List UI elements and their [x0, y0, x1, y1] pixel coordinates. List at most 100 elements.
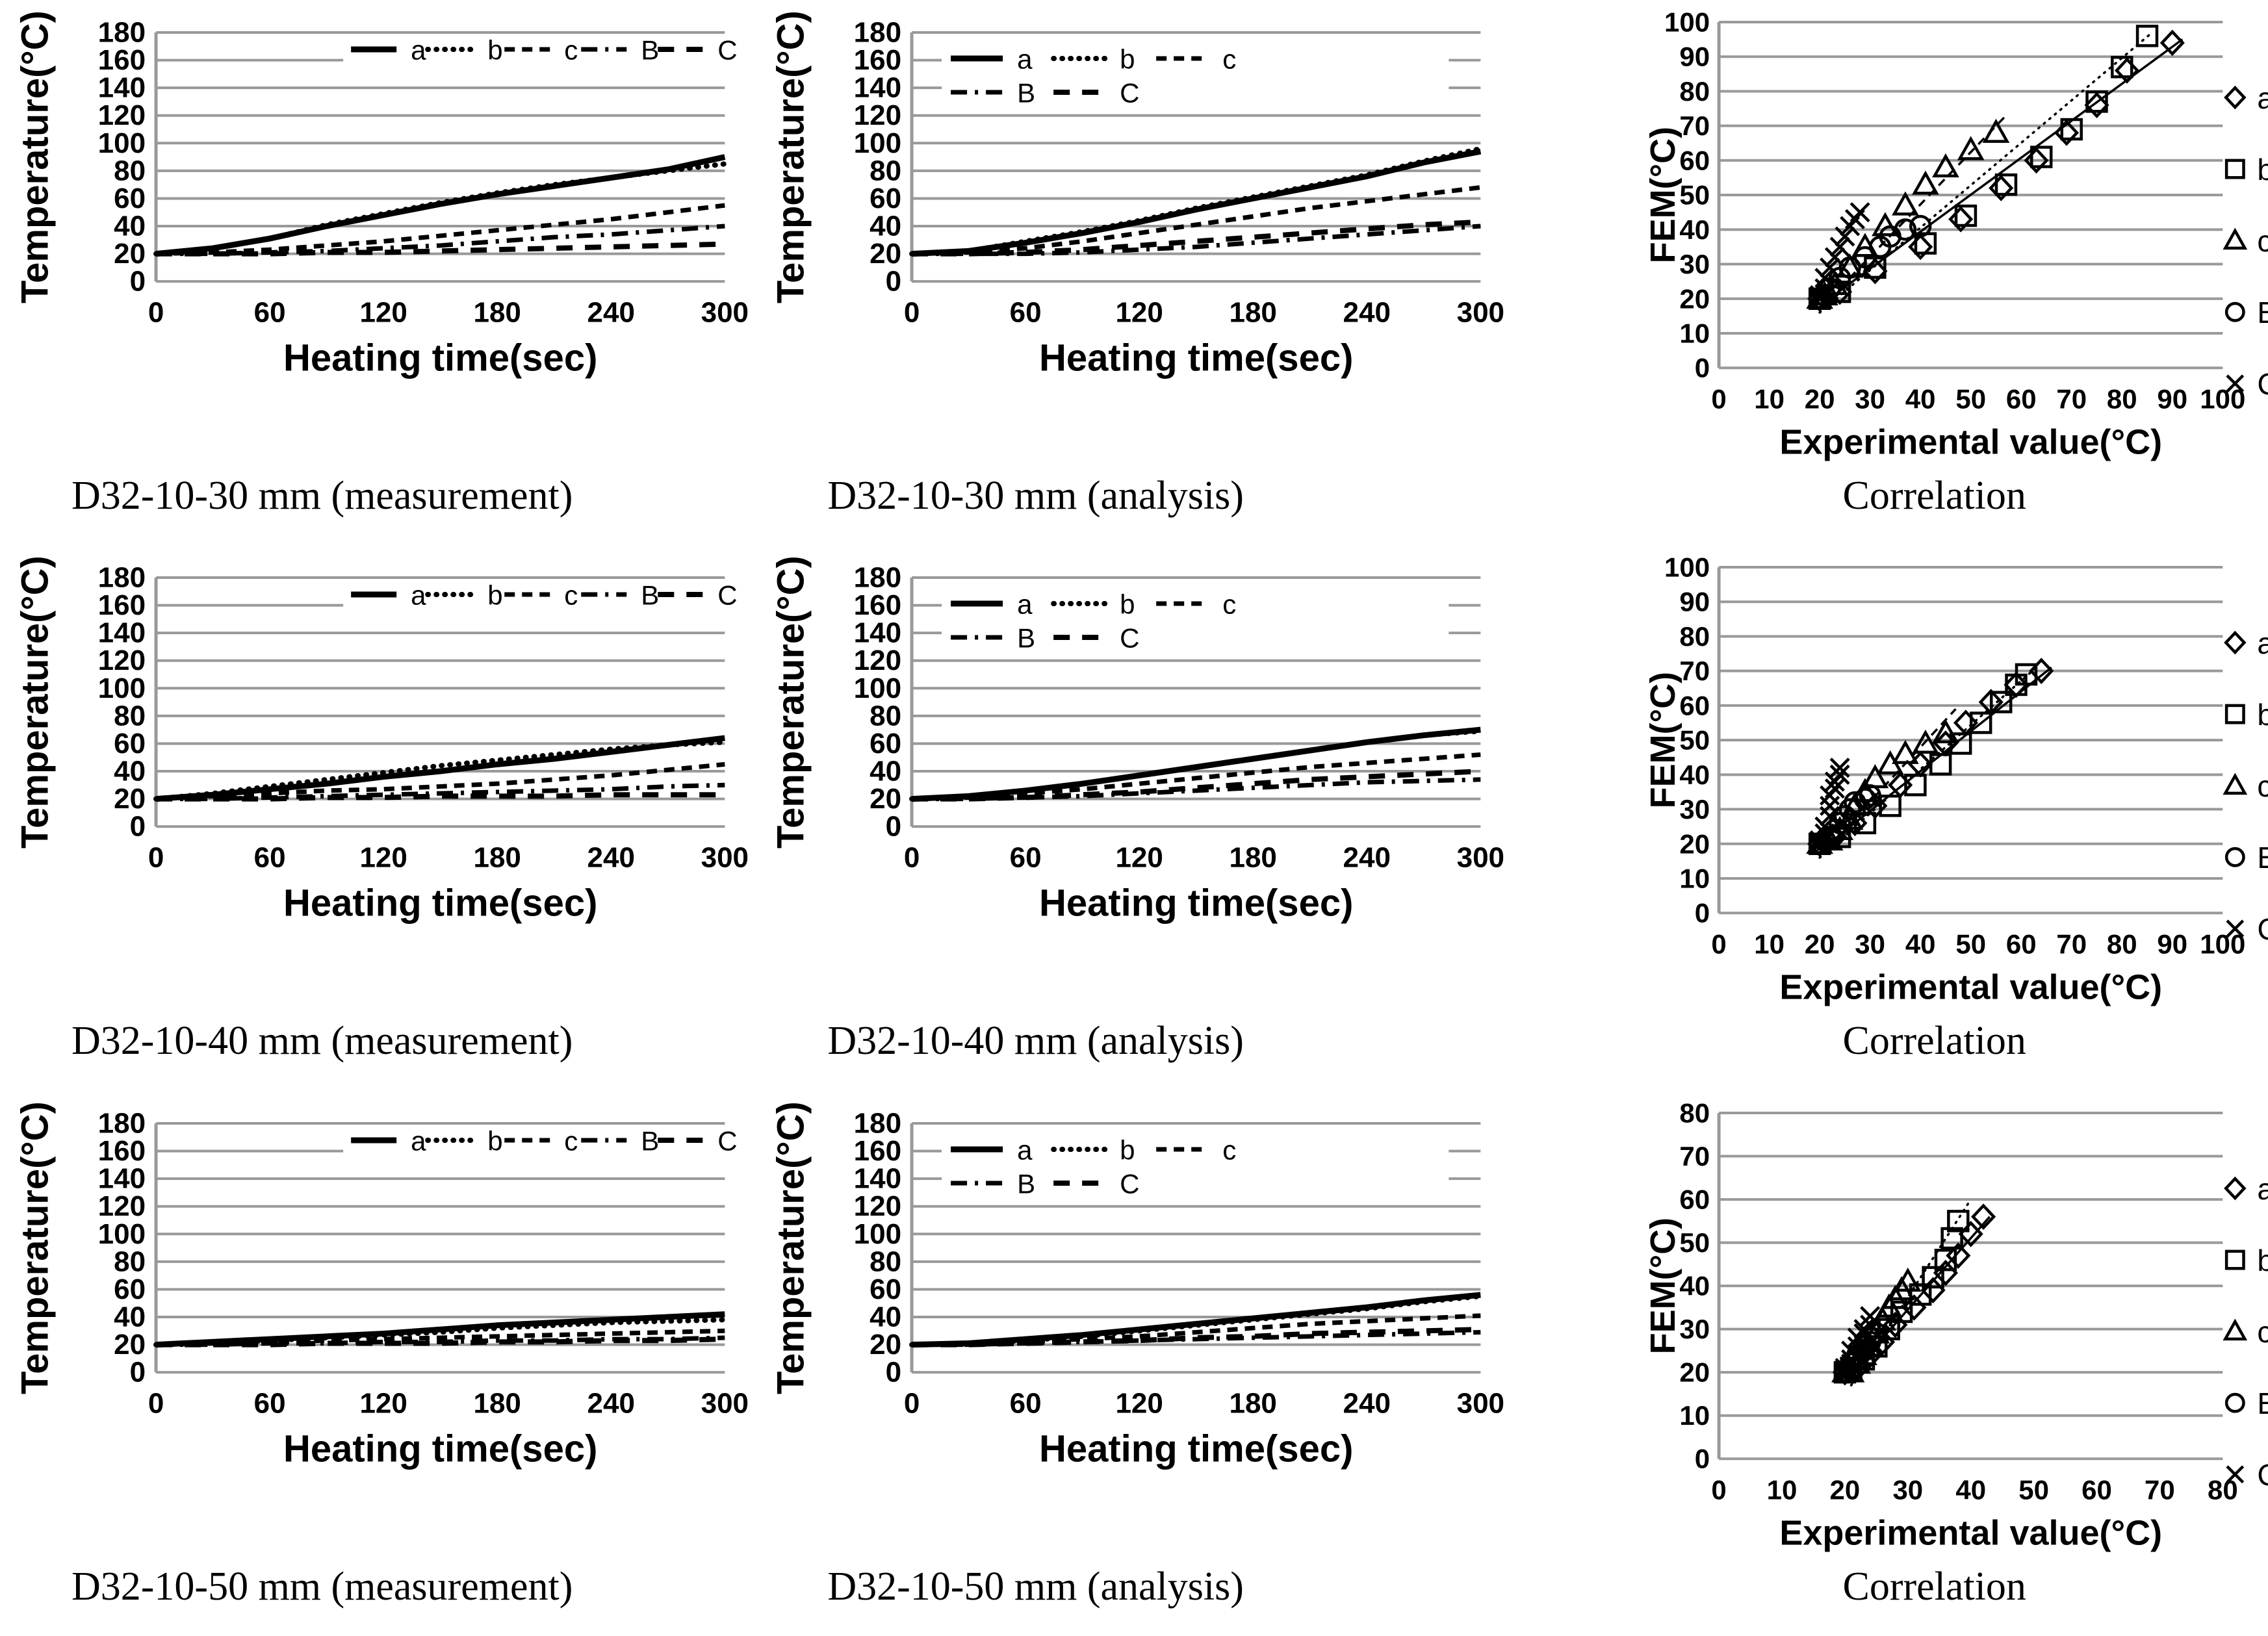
svg-text:b: b — [487, 35, 502, 66]
chart-caption: Correlation — [1842, 474, 2026, 518]
svg-text:a: a — [1017, 589, 1033, 620]
svg-text:b: b — [2257, 1244, 2268, 1277]
svg-text:a: a — [411, 580, 426, 611]
svg-text:60: 60 — [870, 728, 901, 760]
svg-text:40: 40 — [1679, 214, 1710, 245]
svg-text:a: a — [1017, 1134, 1033, 1165]
svg-text:180: 180 — [1230, 1387, 1277, 1419]
svg-text:20: 20 — [1829, 1474, 1860, 1505]
svg-text:300: 300 — [1457, 1387, 1504, 1419]
svg-text:c: c — [1223, 44, 1237, 75]
svg-text:FEM(°C): FEM(°C) — [1643, 127, 1682, 264]
svg-text:60: 60 — [254, 1387, 286, 1419]
svg-text:B: B — [1017, 623, 1035, 654]
svg-text:C: C — [1120, 78, 1139, 109]
svg-text:40: 40 — [1905, 384, 1935, 415]
svg-text:C: C — [1120, 1168, 1139, 1199]
svg-text:0: 0 — [148, 1387, 164, 1419]
svg-text:c: c — [1223, 589, 1237, 620]
svg-text:140: 140 — [98, 1162, 146, 1194]
svg-text:0: 0 — [886, 811, 901, 843]
svg-text:b: b — [1120, 589, 1135, 620]
svg-text:180: 180 — [474, 842, 521, 874]
svg-text:90: 90 — [1679, 42, 1710, 72]
chart-cell-correlation-30: 0 10 20 30 40 50 60 70 80 90 100 0 10 20 30 40 50 60 70 80 9… — [1512, 0, 2268, 545]
svg-text:C: C — [2257, 367, 2268, 401]
svg-text:B: B — [1017, 1168, 1035, 1199]
svg-text:60: 60 — [254, 842, 286, 874]
svg-text:300: 300 — [1457, 297, 1504, 329]
svg-text:300: 300 — [1457, 842, 1504, 874]
svg-text:0: 0 — [1694, 1443, 1709, 1474]
svg-text:Experimental value(°C): Experimental value(°C) — [1779, 968, 2162, 1007]
svg-text:60: 60 — [870, 1273, 901, 1305]
chart-caption: D32-10-30 mm (measurement) — [71, 474, 573, 518]
svg-text:80: 80 — [2107, 929, 2137, 960]
svg-text:90: 90 — [2157, 384, 2187, 415]
svg-text:c: c — [564, 580, 578, 611]
svg-text:180: 180 — [474, 297, 521, 329]
svg-text:140: 140 — [98, 617, 146, 649]
svg-text:70: 70 — [1679, 1141, 1710, 1171]
svg-text:10: 10 — [1679, 1400, 1710, 1431]
svg-text:50: 50 — [1679, 725, 1710, 756]
svg-text:140: 140 — [854, 72, 901, 104]
svg-text:C: C — [717, 580, 737, 611]
svg-text:c: c — [2257, 769, 2268, 803]
svg-text:20: 20 — [1804, 929, 1835, 960]
svg-text:0: 0 — [1711, 1474, 1726, 1505]
svg-text:240: 240 — [587, 1387, 635, 1419]
svg-text:160: 160 — [854, 589, 901, 621]
svg-text:C: C — [717, 1125, 737, 1156]
svg-text:50: 50 — [1679, 1227, 1710, 1258]
svg-text:C: C — [1120, 623, 1139, 654]
svg-text:240: 240 — [587, 297, 635, 329]
svg-text:140: 140 — [98, 72, 146, 104]
svg-text:80: 80 — [870, 155, 901, 186]
svg-text:20: 20 — [1679, 829, 1710, 860]
svg-text:300: 300 — [701, 1387, 749, 1419]
svg-text:60: 60 — [1679, 1184, 1710, 1214]
svg-text:180: 180 — [98, 1107, 146, 1139]
svg-text:120: 120 — [1116, 297, 1163, 329]
svg-text:40: 40 — [1679, 1270, 1710, 1301]
svg-text:C: C — [2257, 913, 2268, 947]
svg-text:120: 120 — [98, 1190, 146, 1222]
svg-text:30: 30 — [1855, 929, 1885, 960]
svg-text:b: b — [1120, 1134, 1135, 1165]
svg-text:120: 120 — [359, 1387, 407, 1419]
svg-text:80: 80 — [2107, 384, 2137, 415]
svg-text:FEM(°C): FEM(°C) — [1643, 672, 1682, 809]
svg-text:B: B — [641, 1125, 659, 1156]
svg-text:30: 30 — [1855, 384, 1885, 415]
chart-cell-d32-10-50-analysis: a b c B C 0 20 40 60 80 100 120 140 160 180 0 60 120 180 24… — [756, 1091, 1512, 1636]
svg-text:50: 50 — [1955, 929, 1986, 960]
svg-text:70: 70 — [2145, 1474, 2175, 1505]
chart-caption: D32-10-50 mm (measurement) — [71, 1564, 573, 1609]
svg-text:100: 100 — [1664, 7, 1710, 38]
svg-text:70: 70 — [2056, 384, 2087, 415]
svg-text:0: 0 — [148, 297, 164, 329]
svg-text:80: 80 — [114, 700, 146, 732]
svg-text:70: 70 — [2056, 929, 2087, 960]
svg-text:40: 40 — [1679, 760, 1710, 790]
chart-cell-correlation-40: 0 10 20 30 40 50 60 70 80 90 100 0 10 20 30 40 50 60 70 80 9… — [1512, 545, 2268, 1090]
svg-text:140: 140 — [854, 617, 901, 649]
svg-text:10: 10 — [1754, 384, 1785, 415]
svg-text:0: 0 — [1711, 929, 1726, 960]
svg-text:120: 120 — [359, 842, 407, 874]
svg-text:Heating time(sec): Heating time(sec) — [1039, 1427, 1353, 1470]
svg-text:30: 30 — [1892, 1474, 1923, 1505]
svg-text:0: 0 — [886, 266, 901, 298]
svg-text:60: 60 — [114, 183, 146, 214]
svg-text:90: 90 — [1679, 587, 1710, 617]
svg-text:a: a — [2257, 1172, 2268, 1206]
svg-text:40: 40 — [114, 1301, 146, 1333]
svg-text:40: 40 — [1955, 1474, 1986, 1505]
svg-text:60: 60 — [1010, 1387, 1042, 1419]
svg-text:c: c — [564, 1125, 578, 1156]
svg-text:80: 80 — [2208, 1474, 2238, 1505]
svg-text:a: a — [2257, 81, 2268, 115]
